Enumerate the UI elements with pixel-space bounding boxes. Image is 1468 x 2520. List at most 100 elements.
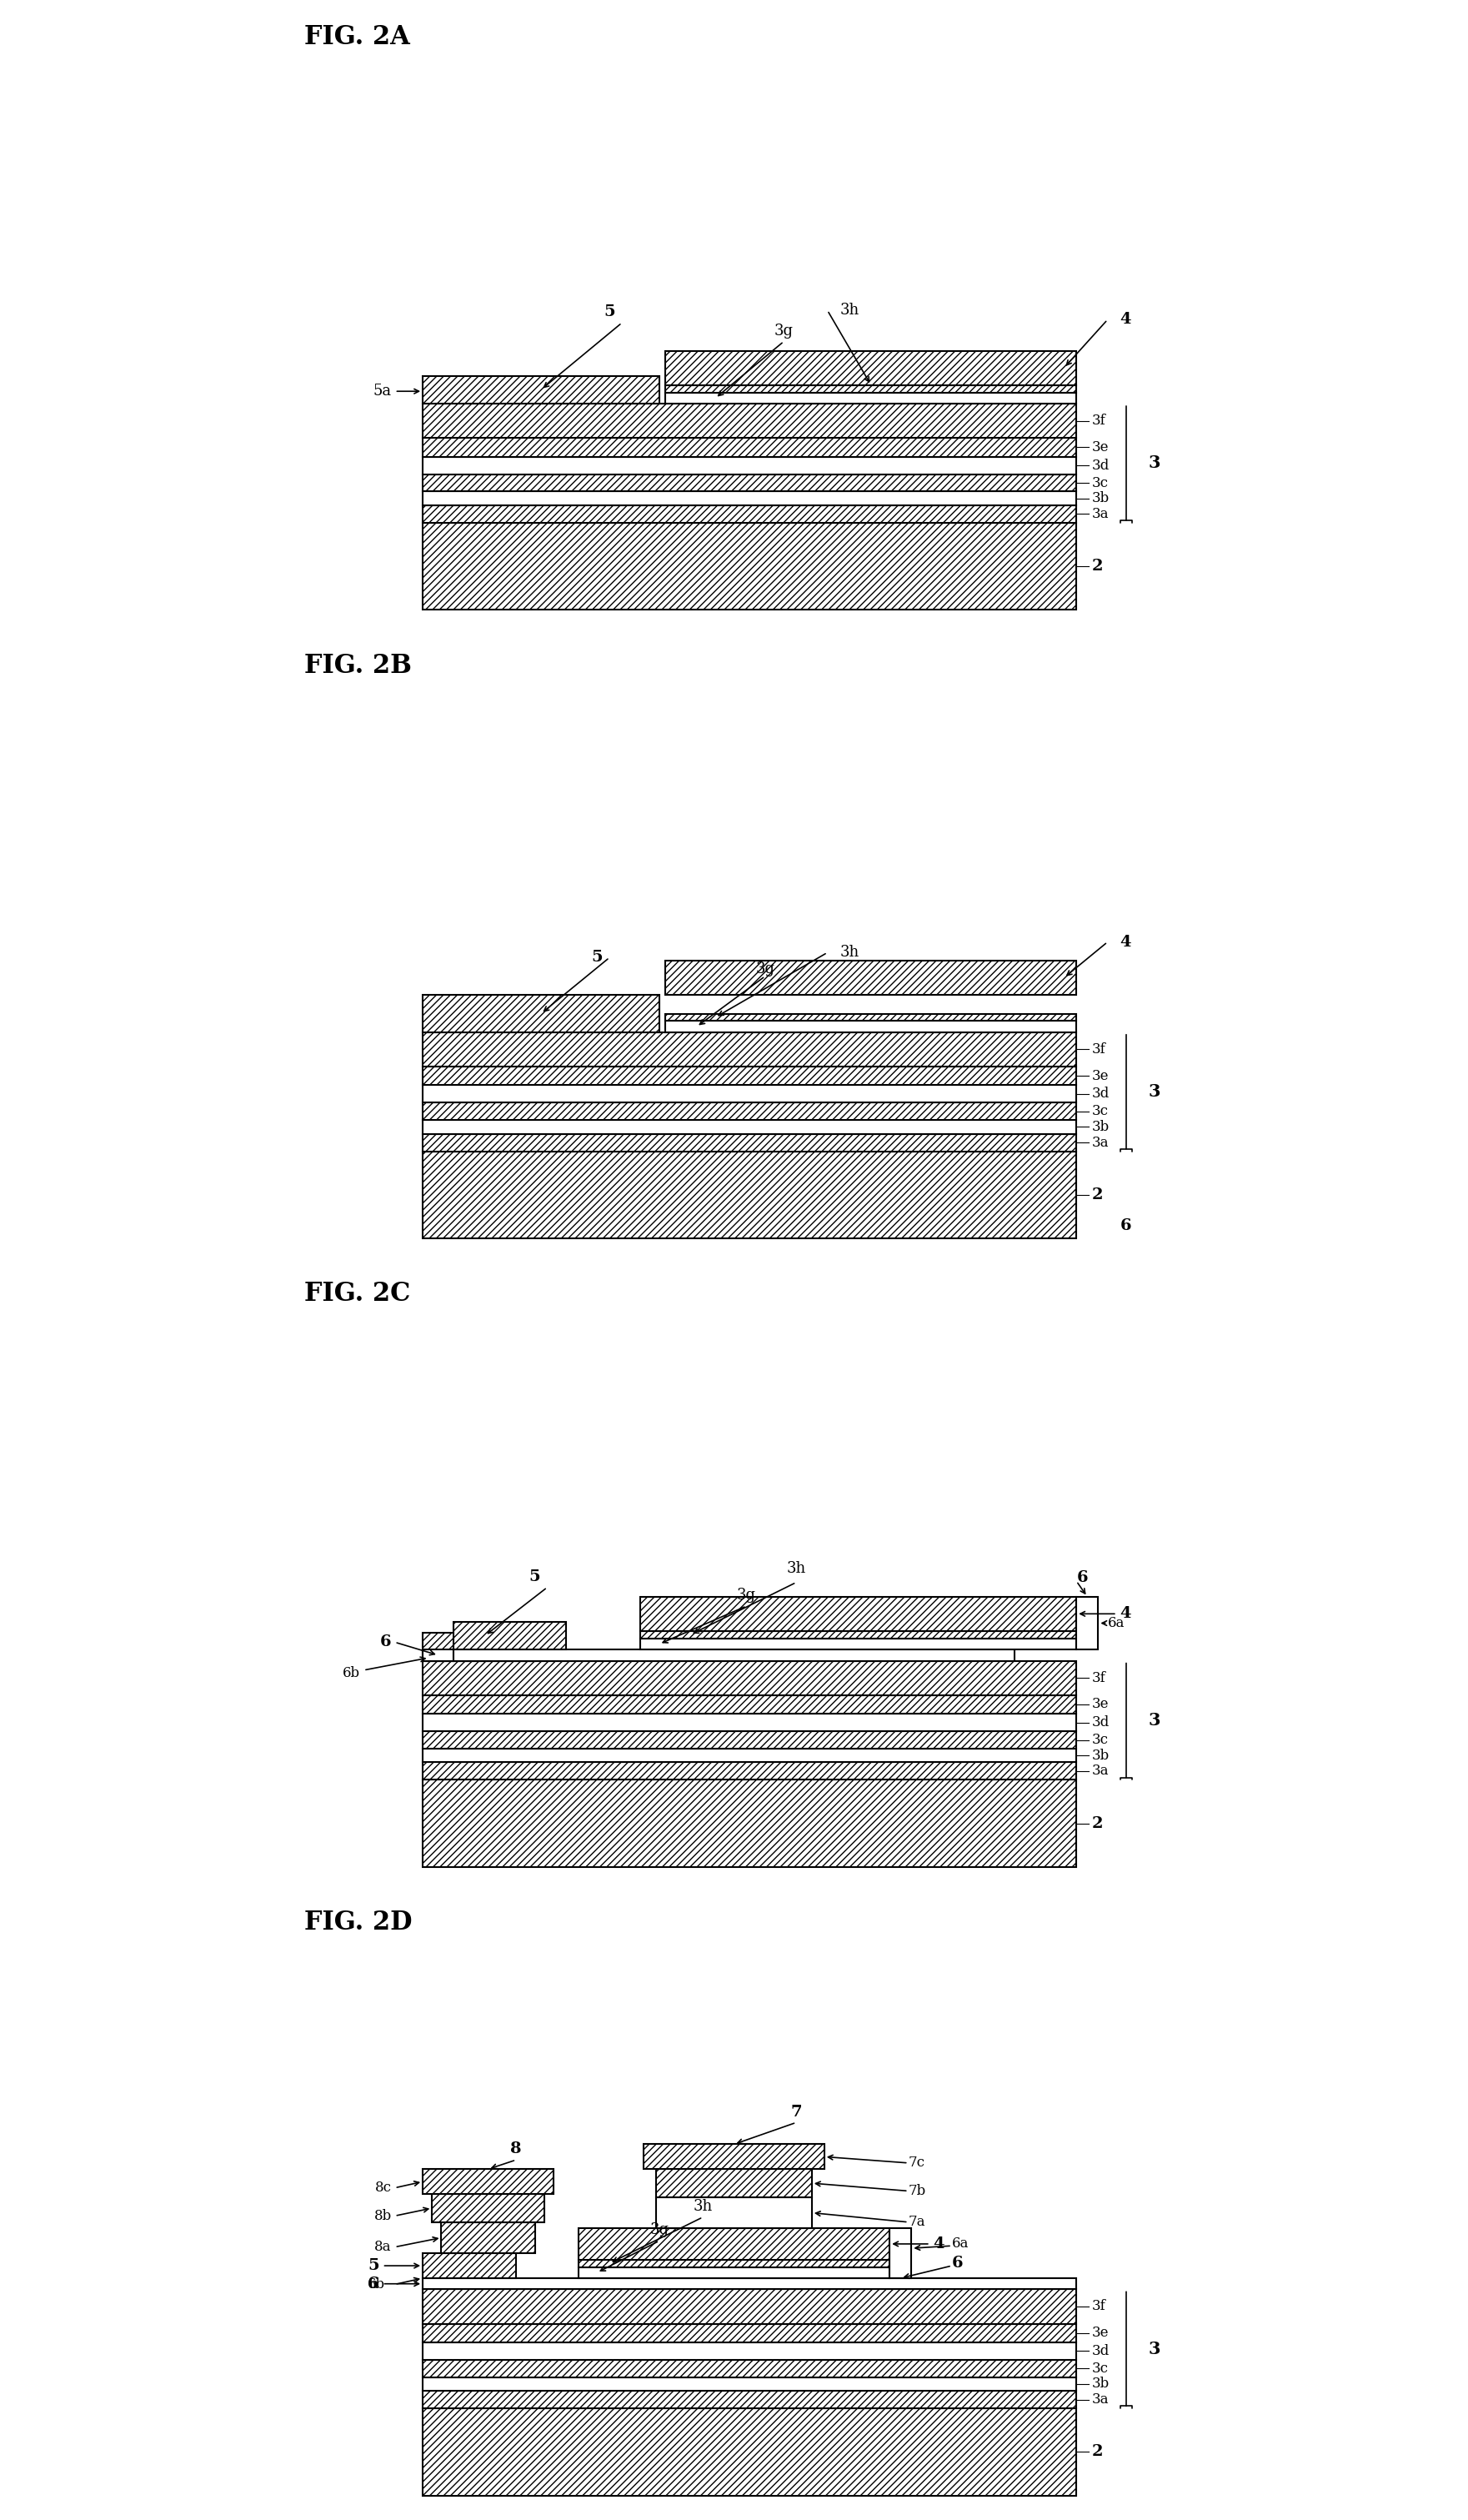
Text: 3: 3 [1148,1084,1160,1101]
Text: 3b: 3b [1092,491,1110,507]
Text: 6: 6 [1120,1220,1132,1232]
Text: 3g: 3g [737,1588,756,1603]
FancyBboxPatch shape [423,474,1076,491]
FancyBboxPatch shape [454,1620,565,1651]
Text: FIG. 2B: FIG. 2B [304,653,413,678]
FancyBboxPatch shape [423,2323,1076,2341]
FancyBboxPatch shape [423,491,1076,504]
Text: 2: 2 [1092,1187,1104,1202]
FancyBboxPatch shape [423,2341,1076,2359]
Text: 3e: 3e [1092,1068,1108,1084]
Text: 6a: 6a [1107,1615,1124,1630]
Text: 8: 8 [511,2142,521,2157]
FancyBboxPatch shape [423,1152,1076,1237]
Text: 8c: 8c [374,2180,392,2195]
FancyBboxPatch shape [665,386,1076,393]
FancyBboxPatch shape [423,1749,1076,1761]
FancyBboxPatch shape [423,1779,1076,1867]
Text: 4: 4 [934,2235,944,2250]
Text: 7a: 7a [909,2215,925,2230]
FancyBboxPatch shape [423,504,1076,522]
Text: 8b: 8b [374,2210,392,2223]
Text: 3f: 3f [1092,1671,1105,1686]
Text: FIG. 2A: FIG. 2A [304,25,410,50]
Text: 6: 6 [1076,1570,1088,1585]
FancyBboxPatch shape [578,2260,890,2268]
FancyBboxPatch shape [665,1021,1076,1033]
FancyBboxPatch shape [423,375,659,403]
FancyBboxPatch shape [423,1696,1076,1714]
FancyBboxPatch shape [665,350,1076,386]
Text: 3f: 3f [1092,1043,1105,1056]
FancyBboxPatch shape [665,960,1076,995]
Text: 4: 4 [1120,935,1132,950]
Text: 3h: 3h [840,302,859,318]
Text: 3d: 3d [1092,1086,1110,1101]
Text: 3f: 3f [1092,2298,1105,2313]
FancyBboxPatch shape [578,2268,890,2278]
FancyBboxPatch shape [665,393,1076,403]
Text: 3e: 3e [1092,441,1108,454]
FancyBboxPatch shape [665,1013,1076,1021]
FancyBboxPatch shape [656,2197,812,2228]
Text: 3e: 3e [1092,1698,1108,1711]
Text: 2: 2 [1092,559,1104,575]
Text: 4: 4 [1120,312,1132,328]
Text: 5: 5 [528,1570,540,1585]
Text: 3a: 3a [1092,1764,1108,1779]
FancyBboxPatch shape [640,1598,1076,1630]
FancyBboxPatch shape [423,2288,1076,2323]
Text: 3b: 3b [1092,1119,1110,1134]
Text: 3a: 3a [1092,507,1108,522]
FancyBboxPatch shape [423,438,1076,456]
Text: 3g: 3g [650,2223,669,2238]
Text: 3h: 3h [787,1560,806,1575]
Text: 3d: 3d [1092,1716,1110,1729]
FancyBboxPatch shape [423,1104,1076,1119]
FancyBboxPatch shape [423,2409,1076,2495]
FancyBboxPatch shape [640,1638,1076,1651]
FancyBboxPatch shape [423,1731,1076,1749]
FancyBboxPatch shape [423,1119,1076,1134]
FancyBboxPatch shape [423,2278,1076,2288]
Text: 5: 5 [592,950,603,965]
FancyBboxPatch shape [423,2359,1076,2376]
FancyBboxPatch shape [423,1714,1076,1731]
Text: 8a: 8a [374,2240,392,2253]
Text: 3g: 3g [774,323,793,338]
FancyBboxPatch shape [423,1651,454,1661]
Text: 5a: 5a [373,383,392,398]
Text: 5: 5 [603,305,615,320]
Text: 3c: 3c [1092,476,1108,489]
FancyBboxPatch shape [423,1086,1076,1104]
Text: 3a: 3a [1092,1137,1108,1149]
Text: 3b: 3b [1092,1749,1110,1761]
Text: FIG. 2C: FIG. 2C [304,1280,411,1308]
Text: 7: 7 [791,2104,802,2119]
Text: 3c: 3c [1092,1734,1108,1746]
FancyBboxPatch shape [1076,1598,1098,1651]
Text: 3g: 3g [756,960,775,975]
Text: 3d: 3d [1092,2344,1110,2359]
Text: 3c: 3c [1092,2361,1108,2376]
FancyBboxPatch shape [578,2228,890,2260]
Text: 6: 6 [368,2276,379,2291]
FancyBboxPatch shape [423,1661,1076,1696]
Text: 3a: 3a [1092,2391,1108,2407]
Text: 6b: 6b [344,1666,361,1681]
FancyBboxPatch shape [423,2253,517,2278]
Text: 7c: 7c [909,2157,925,2170]
FancyBboxPatch shape [423,1633,534,1661]
Text: 2: 2 [1092,1817,1104,1832]
FancyBboxPatch shape [423,456,1076,474]
Text: 3b: 3b [1092,2376,1110,2391]
FancyBboxPatch shape [423,2391,1076,2409]
FancyBboxPatch shape [423,2376,1076,2391]
Text: 3h: 3h [840,945,859,960]
Text: 3h: 3h [693,2200,712,2215]
FancyBboxPatch shape [423,403,1076,438]
Text: 3f: 3f [1092,413,1105,428]
FancyBboxPatch shape [644,2145,824,2170]
FancyBboxPatch shape [423,1761,1076,1779]
Text: 6b: 6b [368,2278,386,2291]
